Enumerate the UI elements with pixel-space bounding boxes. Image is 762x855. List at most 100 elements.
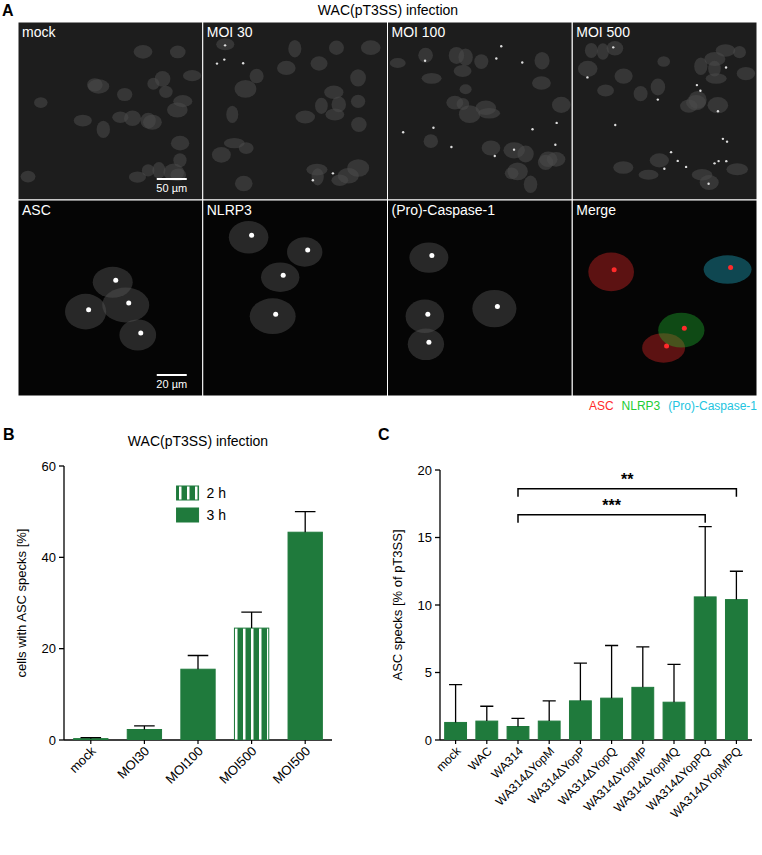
cell [472,290,516,327]
x-tick [673,740,674,744]
x-tick [549,740,550,744]
speck [677,160,679,162]
scale-bar [157,374,187,376]
image-tile: NLRP3 [203,200,388,396]
bar [476,721,498,740]
speck [216,62,218,64]
speck [728,265,733,270]
bar [288,532,322,740]
cell [338,168,359,183]
cell [634,86,648,101]
cell [708,97,729,113]
cell [34,97,48,108]
y-tick [435,672,440,673]
tile-background [203,200,388,396]
cell [117,88,132,101]
cell [532,76,551,89]
cell [446,96,463,110]
speck [657,98,659,100]
cell [134,45,153,59]
cell [597,85,614,97]
x-tick [705,740,706,744]
cell [524,176,538,193]
x-tick [90,740,91,744]
chart: CASC specks [% of pT3SS]05101520mockWACW… [378,426,752,821]
speck [86,307,91,312]
speck [494,155,496,157]
panel-letter: A [2,2,14,19]
cell [650,153,669,167]
marks [74,512,323,740]
tile-label: mock [22,24,56,40]
tile-background [203,22,388,200]
cell [614,69,632,84]
cell [737,67,755,80]
cell [152,162,165,179]
cell [250,298,296,334]
x-tick [197,740,198,744]
x-tick [517,740,518,744]
error-bar [605,646,618,699]
cell [329,41,344,55]
x-tick [305,740,306,744]
cell [578,61,598,77]
speck [429,253,434,258]
cell [261,262,299,292]
cell [226,106,238,123]
cell [306,164,327,176]
error-bar [511,718,524,726]
x-tick-label: WA314ΔYopMPQ [668,744,745,821]
bar [694,597,716,740]
panel-title: WAC(pT3SS) infection [318,2,458,18]
speck [113,278,118,283]
cell [143,115,162,130]
cell [287,237,322,266]
cell [288,40,301,57]
x-tick [251,740,252,744]
speck [612,46,614,48]
speck [713,162,715,164]
scale-bar [157,178,187,180]
speck [426,340,431,345]
legend-label: 3 h [207,507,226,523]
tile-label: MOI 100 [392,24,446,40]
image-tile: mock50 µm [18,22,203,200]
bar [507,727,529,741]
speck [495,304,500,309]
speck [126,301,131,306]
speck [612,267,617,272]
significance-bracket [518,515,705,523]
speck [682,326,687,331]
speck [424,60,426,62]
cell [408,328,444,360]
cell [216,38,234,50]
cell [505,167,519,179]
cell [315,98,328,114]
error-bar [81,737,102,739]
speck [699,90,701,92]
speck [138,330,143,335]
channel-legend: ASC [589,399,614,413]
bar [601,698,623,740]
error-bar [636,647,649,688]
cell [449,47,464,64]
tile-label: NLRP3 [207,202,252,218]
cell [597,43,609,60]
x-tick-label: mock [433,743,464,774]
significance-bracket [518,489,736,497]
bar [181,669,215,740]
y-tick [435,604,440,605]
y-tick [59,648,64,649]
y-tick-label: 20 [418,463,432,478]
cell [390,58,406,68]
x-tick [486,740,487,744]
marks [445,527,748,740]
speck [707,183,709,185]
speck [249,233,254,238]
tile-label: Merge [576,202,616,218]
bar [445,722,467,740]
x-tick [580,740,581,744]
cell [651,79,666,96]
speck [495,57,497,59]
bar [569,701,591,740]
